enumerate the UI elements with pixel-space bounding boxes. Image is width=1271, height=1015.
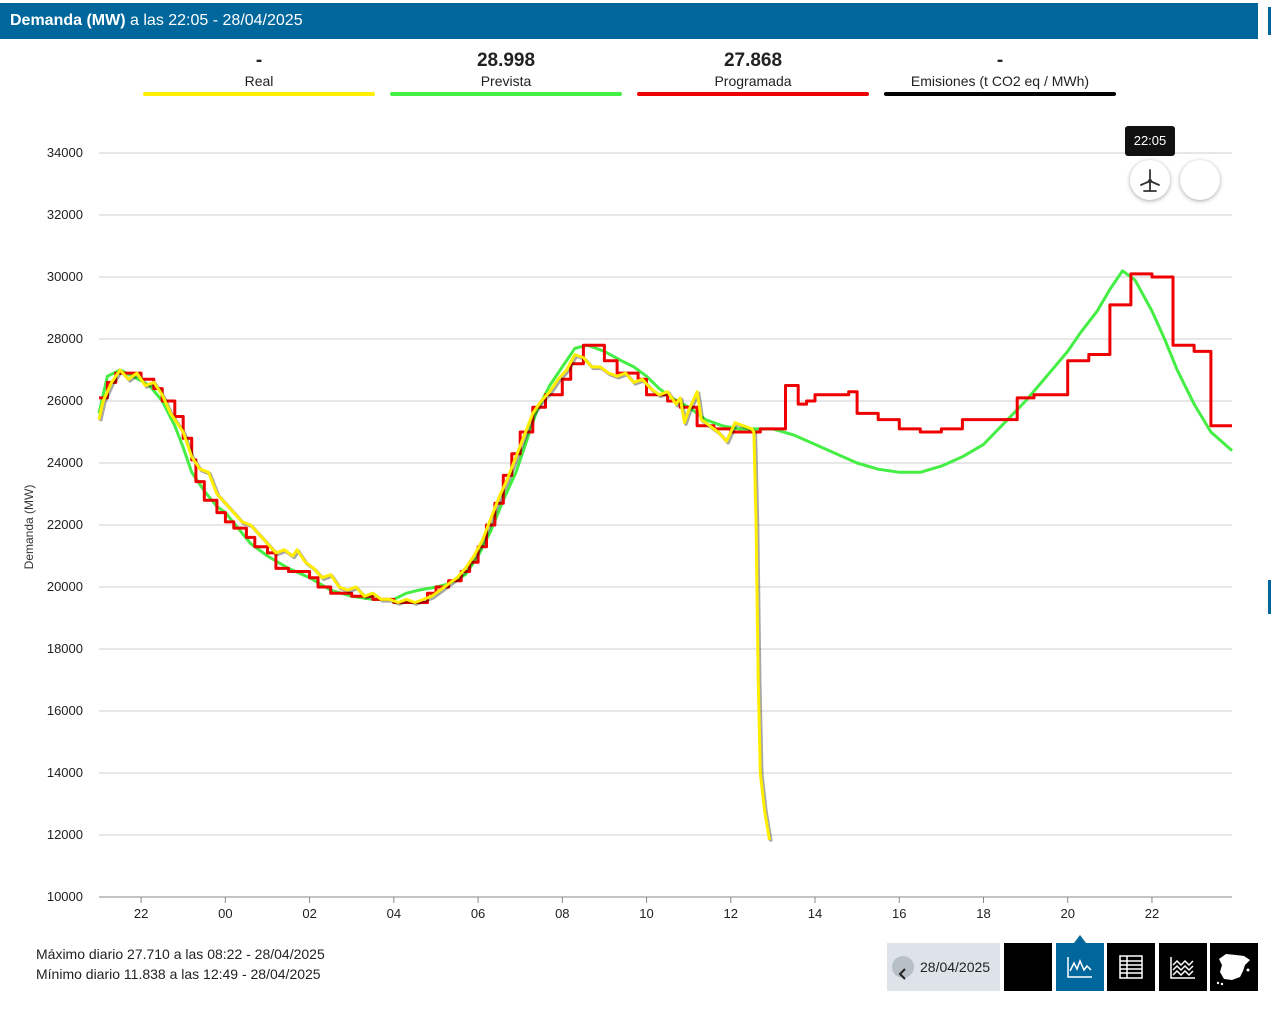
x-tick-12: 22 — [1145, 906, 1159, 921]
y-axis-label: Demanda (MW) — [22, 485, 36, 570]
x-tick-3: 04 — [387, 906, 401, 921]
stat-programada-label: Programada — [714, 73, 792, 89]
x-tick-7: 12 — [724, 906, 738, 921]
x-tick-5: 08 — [555, 906, 569, 921]
y-tick-24000: 24000 — [47, 455, 83, 470]
title-metric: Demanda (MW) — [10, 12, 126, 29]
date-picker[interactable]: 28/04/2025 — [887, 943, 1000, 991]
stat-emisiones-label: Emisiones (t CO2 eq / MWh) — [910, 73, 1090, 89]
y-tick-10000: 10000 — [47, 889, 83, 904]
table-view-button[interactable] — [1107, 943, 1155, 991]
y-tick-28000: 28000 — [47, 331, 83, 346]
stat-real-bar — [143, 92, 375, 96]
x-tick-11: 20 — [1061, 906, 1075, 921]
stat-programada[interactable]: 27.868 Programada — [637, 50, 869, 96]
y-tick-14000: 14000 — [47, 765, 83, 780]
spain-map-icon — [1216, 954, 1250, 986]
series-layer — [97, 269, 1233, 842]
y-tick-26000: 26000 — [47, 393, 83, 408]
y-tick-32000: 32000 — [47, 207, 83, 222]
chevron-left-icon[interactable] — [892, 956, 914, 980]
x-axis-ticks: 22 00 02 04 06 08 10 12 14 16 18 20 22 — [134, 897, 1159, 921]
table-icon — [1119, 955, 1143, 979]
y-tick-18000: 18000 — [47, 641, 83, 656]
wind-generation-button[interactable] — [1130, 160, 1170, 200]
secondary-round-button[interactable] — [1180, 160, 1220, 200]
y-tick-22000: 22000 — [47, 517, 83, 532]
stat-real-value: - — [255, 50, 263, 71]
wind-turbine-icon — [1140, 169, 1160, 192]
daily-min: Mínimo diario 11.838 a las 12:49 - 28/04… — [36, 966, 321, 982]
y-tick-34000: 34000 — [47, 145, 83, 160]
y-tick-12000: 12000 — [47, 827, 83, 842]
stat-prevista[interactable]: 28.998 Prevista — [390, 50, 622, 96]
title-time: a las 22:05 - 28/04/2025 — [130, 12, 303, 29]
x-tick-9: 16 — [892, 906, 906, 921]
chart-view-button[interactable] — [1056, 943, 1104, 991]
y-axis-ticks: 10000 12000 14000 16000 18000 20000 22000 24000… — [47, 145, 83, 904]
stat-real-label: Real — [244, 73, 274, 89]
x-tick-8: 14 — [808, 906, 822, 921]
stat-emisiones-bar — [884, 92, 1116, 96]
daily-max: Máximo diario 27.710 a las 08:22 - 28/04… — [36, 946, 325, 962]
chart-grid — [99, 152, 1232, 898]
x-tick-6: 10 — [639, 906, 653, 921]
x-tick-1: 00 — [218, 906, 232, 921]
title-bar: Demanda (MW) a las 22:05 - 28/04/2025 — [0, 3, 1258, 39]
stat-prevista-bar — [390, 92, 622, 96]
y-tick-16000: 16000 — [47, 703, 83, 718]
scroll-edge-top — [1268, 7, 1271, 35]
stat-programada-bar — [637, 92, 869, 96]
daily-stats: Máximo diario 27.710 a las 08:22 - 28/04… — [36, 944, 325, 984]
series-line-real — [97, 353, 771, 841]
demand-chart[interactable]: 10000 12000 14000 16000 18000 20000 22000 24000… — [0, 0, 1271, 930]
stat-emisiones-value: - — [996, 50, 1004, 71]
stat-programada-value: 27.868 — [723, 50, 783, 71]
x-tick-2: 02 — [302, 906, 316, 921]
stat-real[interactable]: - Real — [143, 50, 375, 96]
line-chart-icon — [1067, 957, 1092, 978]
x-tick-0: 22 — [134, 906, 148, 921]
x-tick-4: 06 — [471, 906, 485, 921]
blank-view-button[interactable] — [1004, 943, 1052, 991]
area-view-button[interactable] — [1159, 943, 1207, 991]
x-tick-10: 18 — [976, 906, 990, 921]
active-caret — [1074, 935, 1086, 943]
series-shadow-real — [98, 354, 773, 842]
map-view-button[interactable] — [1210, 943, 1258, 991]
series-line-programada — [99, 272, 1232, 604]
scroll-edge-mid — [1268, 580, 1271, 614]
stat-prevista-value: 28.998 — [476, 50, 536, 71]
area-chart-icon — [1170, 957, 1195, 979]
time-tooltip: 22:05 — [1125, 126, 1175, 156]
y-tick-30000: 30000 — [47, 269, 83, 284]
y-tick-20000: 20000 — [47, 579, 83, 594]
stat-prevista-label: Prevista — [480, 73, 532, 89]
date-value: 28/04/2025 — [920, 959, 991, 975]
stat-emisiones[interactable]: - Emisiones (t CO2 eq / MWh) — [884, 50, 1116, 96]
